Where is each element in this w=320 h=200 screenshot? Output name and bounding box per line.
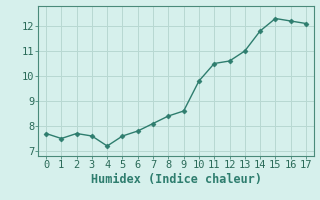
X-axis label: Humidex (Indice chaleur): Humidex (Indice chaleur): [91, 173, 261, 186]
